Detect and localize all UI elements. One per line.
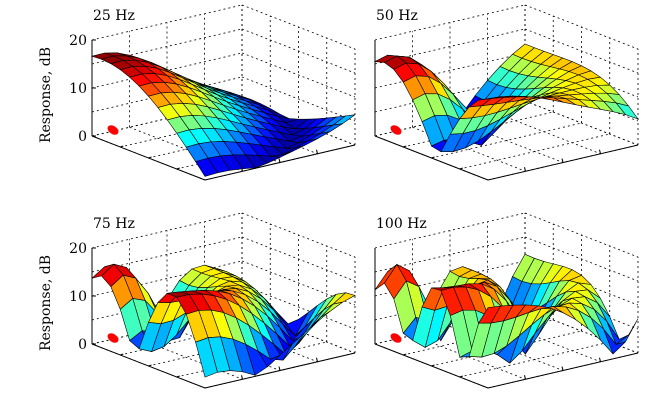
panel-1: 0 10 20 Response, dB 25 Hz: [38, 4, 356, 181]
grid-line: [91, 212, 243, 249]
grid-line: [91, 4, 243, 41]
panel-4: 100 Hz: [374, 212, 639, 389]
z-axis-label: Response, dB: [38, 47, 54, 143]
panel-title: 50 Hz: [376, 8, 418, 24]
tick: [599, 149, 601, 154]
grid-line: [91, 52, 243, 89]
grid-line: [241, 52, 356, 98]
z-tick-label: 10: [69, 81, 87, 97]
z-tick-label: 10: [69, 289, 87, 305]
surface-patch: [478, 96, 501, 101]
surface-patch: [195, 157, 218, 177]
grid-line: [524, 28, 639, 74]
tick: [524, 375, 526, 380]
grid-line: [176, 341, 327, 378]
grid-line: [241, 212, 356, 258]
z-tick-label: 0: [78, 337, 87, 353]
tick: [120, 353, 124, 356]
grid-line: [91, 76, 243, 113]
tick: [278, 158, 281, 163]
tick: [561, 158, 564, 163]
tick: [431, 364, 435, 367]
grid-line: [374, 76, 526, 113]
panel-3: 0 10 20 Response, dB 75 Hz: [38, 212, 356, 389]
grid-line: [431, 122, 582, 159]
tick: [459, 375, 463, 378]
surface-patch: [195, 337, 218, 378]
grid-line: [374, 52, 526, 89]
tick: [561, 366, 564, 371]
grid-line: [431, 330, 582, 367]
grid-line: [459, 341, 610, 378]
panel-title: 75 Hz: [93, 216, 135, 232]
source-marker: [390, 333, 402, 343]
z-axis-label: Response, dB: [38, 255, 54, 351]
grid-line: [524, 4, 639, 50]
tick: [316, 149, 318, 154]
grid-line: [148, 122, 299, 159]
tick: [278, 366, 281, 371]
grid-line: [241, 236, 356, 282]
tick: [316, 357, 318, 362]
panel-2: 50 Hz: [373, 4, 639, 181]
panel-title: 25 Hz: [93, 8, 135, 24]
z-tick-label: 20: [69, 241, 87, 257]
tick: [176, 375, 180, 378]
grid-line: [374, 212, 526, 249]
tick: [524, 167, 526, 172]
tick: [459, 167, 463, 170]
grid-line: [241, 284, 356, 330]
tick: [148, 364, 152, 367]
tick: [403, 145, 407, 148]
tick: [176, 167, 180, 170]
tick: [241, 375, 243, 380]
source-marker: [107, 333, 119, 343]
tick: [431, 156, 435, 159]
grid-line: [120, 111, 271, 148]
tick: [599, 357, 601, 362]
grid-line: [403, 111, 554, 148]
grid-line: [403, 319, 554, 356]
source-marker: [390, 125, 402, 135]
z-tick-label: 0: [78, 129, 87, 145]
grid-line: [459, 133, 610, 170]
surface-patch: [478, 305, 502, 324]
grid-line: [241, 4, 356, 50]
panel-title: 100 Hz: [376, 216, 427, 232]
grid-line: [241, 28, 356, 74]
grid-line: [91, 284, 243, 321]
grid-line: [524, 236, 639, 282]
tick: [403, 353, 407, 356]
grid-line: [524, 100, 639, 146]
grid-line: [524, 212, 639, 258]
tick: [148, 156, 152, 159]
tick: [120, 145, 124, 148]
grid-line: [374, 4, 526, 41]
source-marker: [107, 125, 119, 135]
grid-line: [148, 330, 299, 367]
grid-line: [241, 76, 356, 122]
z-tick-label: 20: [69, 33, 87, 49]
